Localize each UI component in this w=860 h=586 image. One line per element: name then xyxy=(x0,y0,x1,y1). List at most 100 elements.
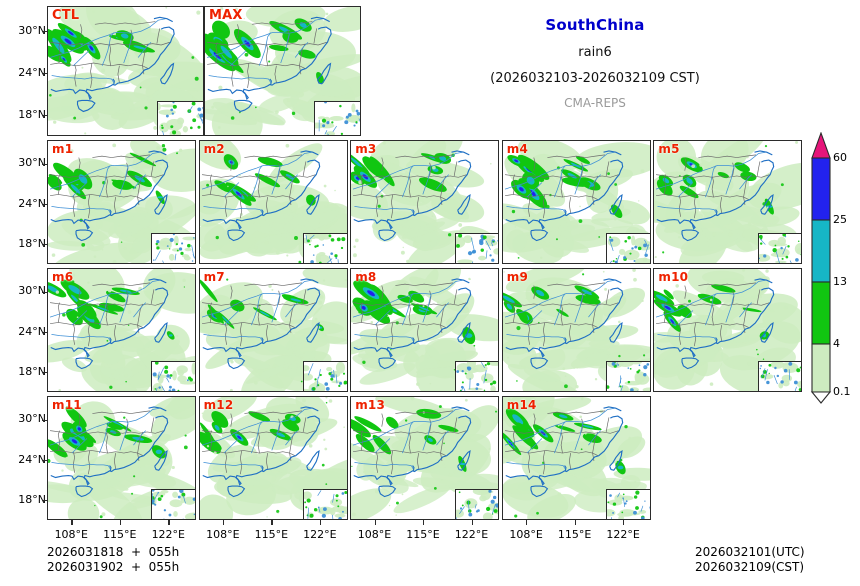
x-axis-tick xyxy=(526,520,528,525)
colorbar-tick-label: 4 xyxy=(833,337,840,350)
panel-label-m11: m11 xyxy=(52,398,82,412)
geography xyxy=(49,406,169,498)
panel-label-m1: m1 xyxy=(52,142,74,156)
footer-right-line1: 2026032101(UTC) xyxy=(695,545,805,559)
x-axis-label: 115°E xyxy=(103,528,137,541)
x-axis-label: 108°E xyxy=(357,528,392,541)
panel-m8[interactable]: m8 xyxy=(350,268,500,392)
model-title: CMA-REPS xyxy=(564,96,626,110)
x-axis-tick xyxy=(471,520,473,525)
geography xyxy=(353,406,472,498)
colorbar-under-arrow xyxy=(810,391,832,404)
geography xyxy=(656,150,775,242)
x-axis-label: 115°E xyxy=(254,528,289,541)
y-axis-tick xyxy=(42,499,47,502)
panel-m7[interactable]: m7 xyxy=(198,268,348,392)
geography xyxy=(353,278,472,370)
panel-label-m2: m2 xyxy=(203,142,225,156)
precip-field xyxy=(351,141,499,263)
panel-m1[interactable]: m1 xyxy=(47,140,196,264)
panel-label-m3: m3 xyxy=(355,142,377,156)
south-china-sea-inset xyxy=(151,233,195,263)
colorbar xyxy=(810,131,832,404)
panel-m12[interactable]: m12 xyxy=(198,396,348,520)
x-axis-tick xyxy=(271,520,273,525)
panel-m10[interactable]: m10 xyxy=(653,268,803,392)
footer-left-line1: 2026031818 + 055h xyxy=(47,545,180,559)
geography xyxy=(201,278,320,370)
panel-label-m12: m12 xyxy=(203,398,234,412)
y-axis-label: 24°N xyxy=(18,196,46,210)
south-china-sea-inset xyxy=(454,489,499,519)
panel-m2[interactable]: m2 xyxy=(198,140,348,264)
x-axis-label: 115°E xyxy=(406,528,440,541)
panel-m4[interactable]: m4 xyxy=(501,140,651,264)
variable-title: rain6 xyxy=(578,45,612,60)
panel-label-m9: m9 xyxy=(506,270,529,284)
x-axis-label: 122°E xyxy=(454,528,489,541)
x-axis-tick xyxy=(168,520,170,525)
x-axis-tick xyxy=(119,520,122,525)
x-axis-tick xyxy=(423,520,425,525)
title-block: SouthChina rain6 (2026032103-2026032109 … xyxy=(430,16,760,110)
y-axis-label: 18°N xyxy=(18,236,46,250)
y-axis-label: 18°N xyxy=(18,364,46,378)
precip-field xyxy=(502,141,650,263)
panel-label-m5: m5 xyxy=(658,142,680,156)
geography xyxy=(504,150,624,242)
x-axis-tick xyxy=(623,520,625,525)
geography xyxy=(504,278,624,370)
colorbar-tick-label: 0.1 xyxy=(833,385,851,398)
colorbar-band-25-60 xyxy=(811,157,831,221)
x-axis-label: 108°E xyxy=(54,528,89,541)
y-axis-tick xyxy=(42,459,47,462)
y-axis-tick xyxy=(42,114,47,117)
panel-label-m4: m4 xyxy=(506,142,529,156)
footer-right: 2026032101(UTC) 2026032109(CST) xyxy=(695,545,805,575)
colorbar-tick-label: 13 xyxy=(833,275,847,288)
period-title: (2026032103-2026032109 CST) xyxy=(490,71,700,86)
x-axis-label: 108°E xyxy=(206,528,240,541)
colorbar-tick-label: 25 xyxy=(833,213,847,226)
geography xyxy=(49,150,169,242)
panel-m5[interactable]: m5 xyxy=(653,140,803,264)
y-axis-tick xyxy=(42,371,47,374)
x-axis-label: 122°E xyxy=(303,528,337,541)
y-axis-label: 24°N xyxy=(18,452,46,466)
panel-m13[interactable]: m13 xyxy=(350,396,500,520)
geography xyxy=(656,278,775,370)
panel-label-m8: m8 xyxy=(355,270,377,284)
south-china-sea-inset xyxy=(302,361,347,391)
geography xyxy=(201,406,320,498)
y-axis-label: 18°N xyxy=(18,107,46,121)
y-axis-tick xyxy=(42,291,47,293)
y-axis-tick xyxy=(42,331,47,334)
footer-left-line2: 2026031902 + 055h xyxy=(47,560,180,574)
x-axis-label: 122°E xyxy=(151,528,186,541)
x-axis-tick xyxy=(71,520,73,525)
panel-ctl[interactable]: CTL xyxy=(47,6,204,136)
geography xyxy=(50,16,175,113)
x-axis-label: 115°E xyxy=(557,528,592,541)
south-china-sea-inset xyxy=(302,233,347,263)
geography xyxy=(49,278,169,370)
panel-m9[interactable]: m9 xyxy=(501,268,651,392)
south-china-sea-inset xyxy=(606,233,650,263)
panel-max[interactable]: MAX xyxy=(204,6,361,136)
south-china-sea-inset xyxy=(151,489,195,519)
panel-m11[interactable]: m11 xyxy=(47,396,196,520)
y-axis-tick xyxy=(42,203,47,206)
x-axis-label: 122°E xyxy=(606,528,640,541)
y-axis-tick xyxy=(42,163,47,165)
y-axis-tick xyxy=(42,419,47,421)
panel-m3[interactable]: m3 xyxy=(350,140,500,264)
x-axis-tick xyxy=(319,520,322,525)
panel-label-m6: m6 xyxy=(52,270,74,284)
panel-m14[interactable]: m14 xyxy=(501,396,651,520)
south-china-sea-inset xyxy=(156,100,203,135)
panel-label-m10: m10 xyxy=(658,270,689,284)
panel-m6[interactable]: m6 xyxy=(47,268,196,392)
x-axis-tick xyxy=(222,520,225,525)
south-china-sea-inset xyxy=(302,489,347,519)
y-axis-label: 24°N xyxy=(18,324,46,338)
